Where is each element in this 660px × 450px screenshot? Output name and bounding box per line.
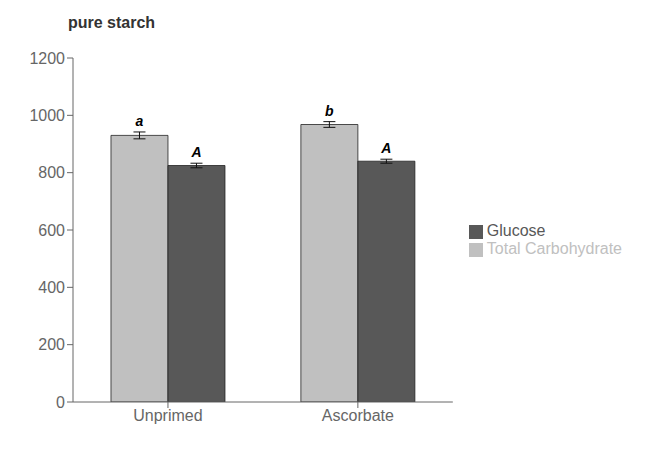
svg-text:Unprimed: Unprimed bbox=[133, 407, 202, 424]
html-text:Glucose: Glucose bbox=[486, 222, 546, 239]
svg-text:800: 800 bbox=[38, 164, 65, 181]
svg-text:1200: 1200 bbox=[29, 50, 65, 67]
svg-text:a: a bbox=[136, 113, 144, 129]
svg-text:b: b bbox=[325, 103, 334, 119]
svg-text:1000: 1000 bbox=[29, 107, 65, 124]
html-text:Total Carbohydrate: Total Carbohydrate bbox=[486, 240, 622, 257]
svg-text:Ascorbate: Ascorbate bbox=[322, 407, 394, 424]
svg-text:0: 0 bbox=[56, 394, 65, 411]
svg-text:600: 600 bbox=[38, 222, 65, 239]
svg-text:200: 200 bbox=[38, 336, 65, 353]
svg-text:400: 400 bbox=[38, 279, 65, 296]
html-text:pure starch: pure starch bbox=[68, 14, 156, 31]
svg-text:A: A bbox=[190, 144, 201, 160]
svg-text:A: A bbox=[380, 140, 391, 156]
